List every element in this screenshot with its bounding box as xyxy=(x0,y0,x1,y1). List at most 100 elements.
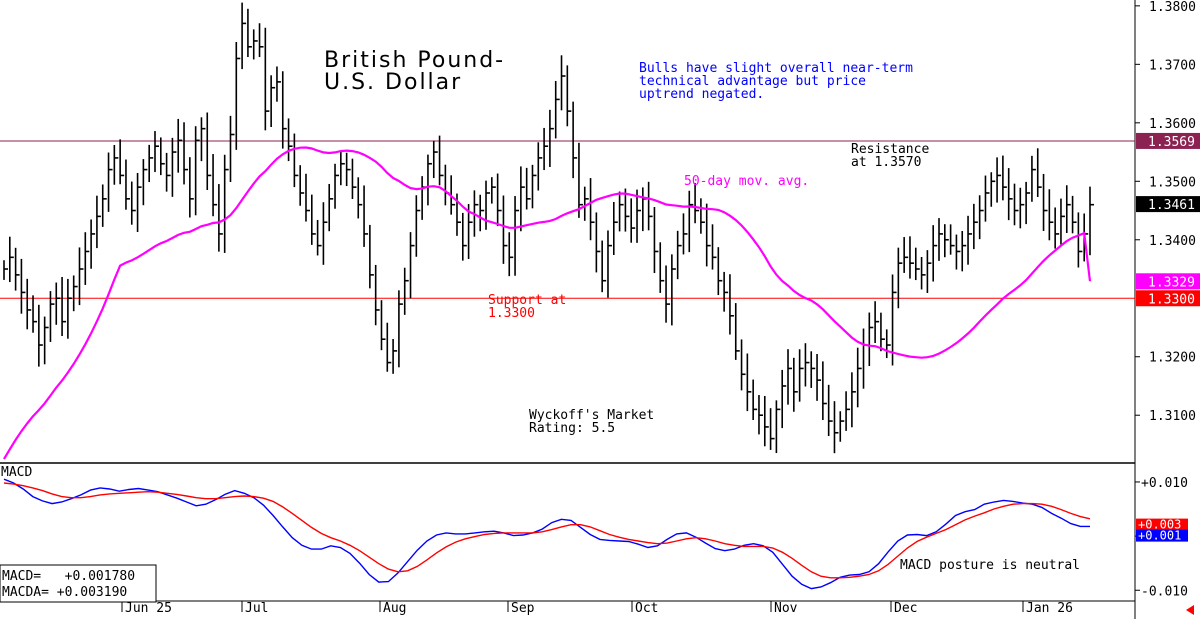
macd-readout-line1: MACD= +0.001780 xyxy=(2,569,135,584)
price-bar xyxy=(810,351,816,388)
price-bar xyxy=(1065,185,1071,234)
price-bar xyxy=(438,135,444,186)
price-bar xyxy=(72,275,78,312)
price-bar xyxy=(694,183,700,224)
price-bar xyxy=(403,267,409,315)
price-bar xyxy=(967,215,973,265)
scroll-arrow-icon[interactable] xyxy=(1186,605,1194,615)
price-bar xyxy=(624,188,630,232)
price-bar xyxy=(763,395,769,447)
price-bar xyxy=(502,195,508,264)
price-bar xyxy=(636,189,642,243)
moving-average-line xyxy=(3,146,1092,460)
price-bar xyxy=(200,117,206,162)
price-bar xyxy=(508,232,514,277)
price-bar xyxy=(130,181,136,225)
price-bar xyxy=(1036,148,1042,197)
price-bar xyxy=(717,247,723,296)
price-bar xyxy=(769,408,775,450)
price-bar xyxy=(973,203,978,250)
price-bar xyxy=(880,312,885,352)
price-bar xyxy=(798,349,804,402)
price-bar xyxy=(1089,186,1094,256)
price-bar xyxy=(903,237,909,273)
price-bar xyxy=(537,142,543,191)
price-bar xyxy=(415,195,421,257)
price-bar xyxy=(897,247,903,309)
price-bar xyxy=(78,247,84,306)
rating-line1: Wyckoff's Market xyxy=(529,408,654,423)
moving-average-label: 50-day mov. avg. xyxy=(684,174,809,189)
price-bar xyxy=(729,274,734,335)
price-bar xyxy=(874,301,880,343)
price-bar xyxy=(38,304,43,367)
price-bar xyxy=(961,231,967,272)
price-bar xyxy=(252,29,258,60)
last-price-tag: 1.3461 xyxy=(1148,198,1195,213)
macd-readout-line2: MACDA= +0.003190 xyxy=(2,585,127,600)
price-bar xyxy=(218,184,223,252)
price-bar xyxy=(328,183,334,232)
price-bar xyxy=(955,234,961,270)
time-tick-label: Jul xyxy=(245,601,268,616)
price-bar xyxy=(241,2,247,70)
time-tick-label: Nov xyxy=(774,601,798,616)
price-bar xyxy=(392,339,398,374)
price-tick-label: 1.3100 xyxy=(1149,409,1196,424)
price-bar xyxy=(909,236,914,279)
price-bar xyxy=(549,109,554,167)
macd-tick-label: -0.010 xyxy=(1141,584,1188,599)
price-bar xyxy=(223,154,229,253)
macd-tag-bg-macda xyxy=(1136,518,1188,531)
macd-tag-macd: +0.001 xyxy=(1138,529,1181,543)
macd-series-macd xyxy=(3,478,1090,590)
price-bar xyxy=(705,203,711,267)
price-bar xyxy=(560,55,566,111)
chart-title-line1: British Pound- xyxy=(324,48,505,73)
price-bar xyxy=(984,175,990,222)
price-bar xyxy=(293,133,299,188)
price-bar xyxy=(270,75,276,128)
price-bar xyxy=(90,219,96,269)
time-tick-label: Jun 25 xyxy=(125,601,172,616)
price-bar xyxy=(746,353,752,412)
price-bar xyxy=(467,204,473,259)
macd-note: MACD posture is neutral xyxy=(900,558,1080,573)
price-bar xyxy=(369,224,374,289)
price-bar xyxy=(944,224,949,258)
time-tick-label: Oct xyxy=(635,601,658,616)
price-bar xyxy=(287,118,293,162)
price-bars xyxy=(3,2,1094,454)
price-bar xyxy=(514,196,520,276)
price-bar xyxy=(543,127,549,171)
price-bar xyxy=(189,157,194,218)
price-bar xyxy=(496,173,502,227)
macd-readout-box xyxy=(0,564,157,603)
price-bar xyxy=(787,349,793,405)
price-bar xyxy=(386,322,392,372)
price-bar xyxy=(676,230,682,280)
price-bar xyxy=(856,347,862,408)
price-bar xyxy=(9,236,14,283)
price-bar xyxy=(659,242,665,293)
price-bar xyxy=(264,27,270,131)
macd-tick-label: +0.010 xyxy=(1141,476,1188,491)
price-bar xyxy=(43,316,49,365)
price-bar xyxy=(351,158,357,200)
price-bar xyxy=(1025,181,1031,225)
price-bar xyxy=(61,276,67,337)
time-tick-label: Sep xyxy=(511,601,535,616)
price-bar xyxy=(671,254,676,326)
comment-line-2: technical advantage but price xyxy=(639,74,866,89)
price-bar xyxy=(125,159,130,210)
price-bar xyxy=(1048,189,1054,241)
price-bar xyxy=(113,144,119,185)
last-price-tag-bg xyxy=(1136,196,1200,213)
macd-tag-bg-macd xyxy=(1136,529,1188,542)
time-tick-label: Jan 26 xyxy=(1026,601,1073,616)
price-bar xyxy=(276,66,281,102)
price-bar xyxy=(525,167,531,210)
price-bar xyxy=(775,400,781,454)
price-bar xyxy=(1042,173,1048,231)
